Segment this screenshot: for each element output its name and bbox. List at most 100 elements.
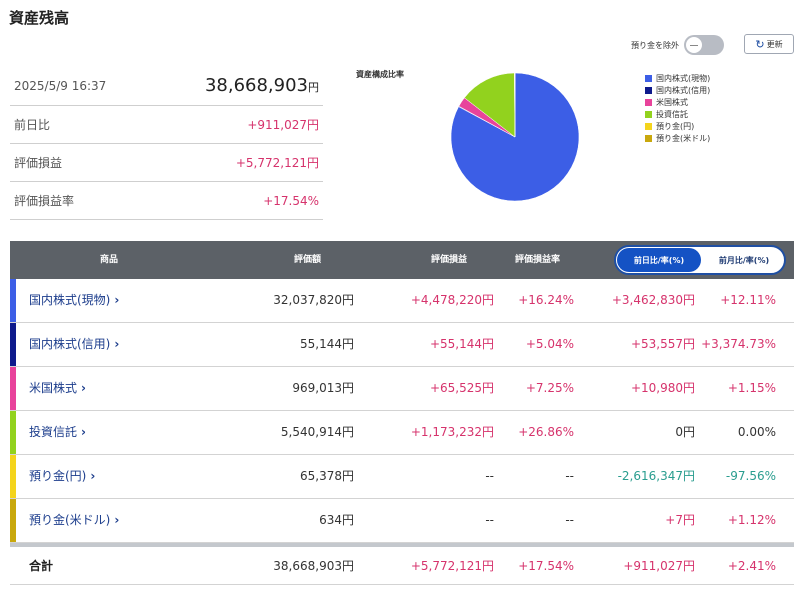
legend-item: 預り金(円) [645,120,710,132]
legend-item: 投資信託 [645,108,710,120]
header-pl: 評価損益 [431,255,468,265]
row-day-change: +3,462,830円 [611,293,695,307]
legend-label: 米国株式 [656,97,688,107]
chevron-right-icon: › [114,513,120,527]
row-value: 969,013円 [292,381,354,395]
legend-item: 国内株式(現物) [645,72,710,84]
chevron-right-icon: › [114,293,120,307]
table-row: 預り金(円) › 65,378円 -- -- -2,616,347円 -97.56… [10,455,794,499]
legend-label: 投資信託 [656,109,688,119]
asset-allocation-pie-chart [450,72,580,202]
table-header: 商品 評価額 評価損益 評価損益率 前日比/率(%) 前月比/率(%) [10,241,794,279]
row-pl-rate: -- [565,469,574,483]
legend-swatch [645,86,652,94]
period-tab-group: 前日比/率(%) 前月比/率(%) [614,245,786,275]
legend-label: 預り金(円) [656,121,695,131]
row-value: 65,378円 [300,469,354,483]
legend-item: 預り金(米ドル) [645,132,710,144]
table-row: 預り金(米ドル) › 634円 -- -- +7円 +1.12% [10,499,794,543]
row-color-bar [10,499,16,542]
row-value: 55,144円 [300,337,354,351]
row-product-link[interactable]: 投資信託 › [29,425,86,439]
row-color-bar [10,411,16,454]
legend-item: 国内株式(信用) [645,84,710,96]
summary-total-row: 2025/5/9 16:37 38,668,903円 [10,66,323,106]
row-pl: +4,478,220円 [410,293,494,307]
total-pl-rate: +17.54% [518,559,574,573]
legend-label: 国内株式(信用) [656,85,711,95]
holdings-table: 商品 評価額 評価損益 評価損益率 前日比/率(%) 前月比/率(%) 国内株式… [10,241,794,585]
total-value: 38,668,903円 [273,559,354,573]
legend-swatch [645,122,652,130]
summary-panel: 2025/5/9 16:37 38,668,903円 前日比 +911,027円… [10,66,323,220]
header-pl-rate: 評価損益率 [515,255,561,265]
row-day-rate: +3,374.73% [701,337,776,351]
summary-value: +5,772,121円 [235,156,319,170]
row-pl-rate: -- [565,513,574,527]
summary-pl-row: 評価損益 +5,772,121円 [10,144,323,182]
chart-title: 資産構成比率 [356,70,404,79]
legend-label: 国内株式(現物) [656,73,711,83]
row-value: 5,540,914円 [280,425,354,439]
chevron-right-icon: › [81,425,86,439]
row-color-bar [10,323,16,366]
chevron-right-icon: › [114,337,120,351]
summary-value: +911,027円 [247,118,319,132]
exclude-deposit-control: 預り金を除外 [631,35,724,55]
tab-month-change[interactable]: 前月比/率(%) [718,255,770,265]
summary-total: 38,668,903円 [204,75,319,96]
row-day-rate: +1.15% [727,381,776,395]
table-row: 国内株式(現物) › 32,037,820円 +4,478,220円 +16.24… [10,279,794,323]
total-label: 合計 [29,559,54,573]
summary-date: 2025/5/9 16:37 [14,78,107,93]
row-day-rate: +12.11% [720,293,776,307]
row-pl: +1,173,232円 [410,425,494,439]
row-day-change: +7円 [665,513,695,527]
legend-swatch [645,74,652,82]
row-day-rate: 0.00% [737,425,776,439]
summary-value: +17.54% [263,193,319,208]
row-day-change: -2,616,347円 [617,469,695,483]
refresh-label: 更新 [766,39,783,49]
tab-day-change[interactable]: 前日比/率(%) [617,248,701,272]
table-row: 国内株式(信用) › 55,144円 +55,144円 +5.04% +53,55… [10,323,794,367]
header-value: 評価額 [294,255,322,265]
refresh-icon: ↻ [755,37,765,51]
total-pl: +5,772,121円 [410,559,494,573]
total-day-rate: +2.41% [727,559,776,573]
row-product-link[interactable]: 預り金(円) › [29,469,96,483]
exclude-deposit-toggle[interactable] [684,35,724,55]
summary-pl-rate-row: 評価損益率 +17.54% [10,182,323,220]
exclude-deposit-label: 預り金を除外 [631,40,679,50]
legend-swatch [645,110,652,118]
row-product-link[interactable]: 国内株式(現物) › [29,293,120,307]
row-value: 32,037,820円 [273,293,354,307]
row-day-change: +10,980円 [630,381,695,395]
row-pl: -- [485,513,494,527]
chevron-right-icon: › [81,381,86,395]
summary-label: 評価損益 [14,156,63,170]
toggle-knob [686,37,702,53]
summary-label: 評価損益率 [14,194,75,208]
row-product-link[interactable]: 預り金(米ドル) › [29,513,120,527]
row-color-bar [10,367,16,410]
legend-label: 預り金(米ドル) [656,133,711,143]
row-pl-rate: +5.04% [525,337,574,351]
row-pl: +65,525円 [429,381,494,395]
legend-item: 米国株式 [645,96,710,108]
pie-slice-4 [464,72,516,138]
chart-legend: 国内株式(現物) 国内株式(信用) 米国株式 投資信託 預り金(円) 預り金(米… [645,72,710,144]
row-day-rate: -97.56% [725,469,776,483]
legend-swatch [645,98,652,106]
row-product-link[interactable]: 米国株式 › [29,381,86,395]
chevron-right-icon: › [90,469,96,483]
table-row: 米国株式 › 969,013円 +65,525円 +7.25% +10,980円 … [10,367,794,411]
row-pl-rate: +7.25% [525,381,574,395]
row-color-bar [10,279,16,322]
row-product-link[interactable]: 国内株式(信用) › [29,337,120,351]
page-title: 資産残高 [9,9,70,27]
row-pl-rate: +26.86% [518,425,574,439]
refresh-button[interactable]: ↻ 更新 [744,34,794,54]
row-pl: -- [485,469,494,483]
row-day-change: 0円 [675,425,695,439]
